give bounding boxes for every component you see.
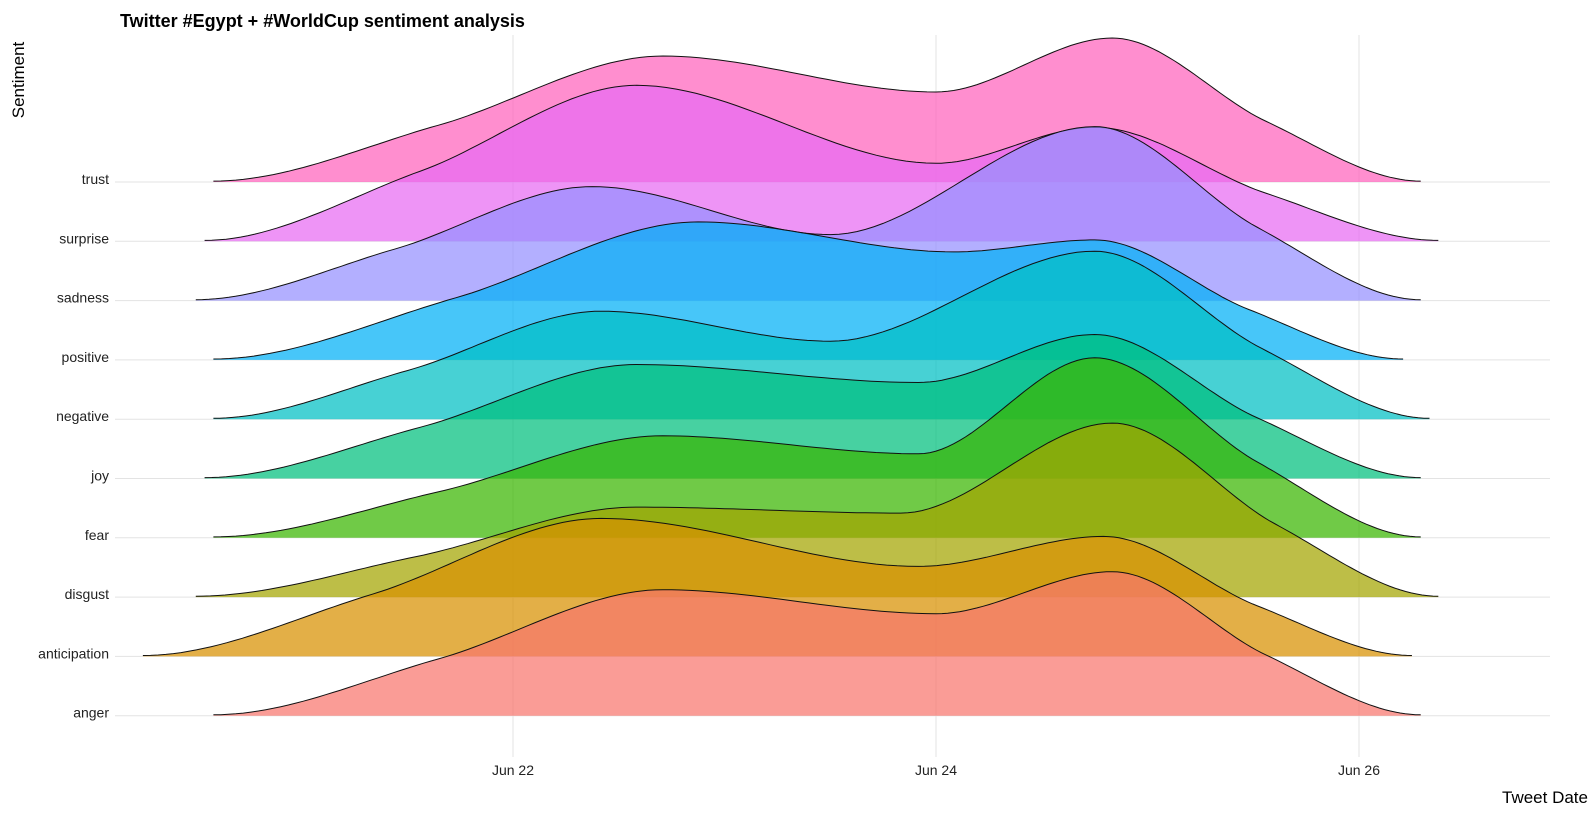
y-tick-label-disgust: disgust xyxy=(65,586,109,602)
x-tick-labels: Jun 22 Jun 24 Jun 26 xyxy=(492,762,1380,778)
y-tick-label-surprise: surprise xyxy=(59,230,109,246)
ridge-outline-surprise xyxy=(204,84,1439,241)
x-tick-label: Jun 26 xyxy=(1338,762,1380,778)
ridge-outline-sadness xyxy=(195,126,1421,301)
ridge-outline-anticipation xyxy=(142,517,1412,656)
y-tick-label-trust: trust xyxy=(82,171,109,187)
y-tick-label-negative: negative xyxy=(56,408,109,424)
x-axis-title: Tweet Date xyxy=(1502,788,1588,807)
y-tick-label-anticipation: anticipation xyxy=(38,645,109,661)
y-tick-labels: anger anticipation disgust fear joy negative p… xyxy=(38,171,109,721)
y-tick-label-fear: fear xyxy=(85,527,109,543)
x-tick-label: Jun 22 xyxy=(492,762,534,778)
x-tick-label: Jun 24 xyxy=(915,762,957,778)
y-tick-label-sadness: sadness xyxy=(57,290,109,306)
ridge-outline-disgust xyxy=(195,422,1439,597)
ridge-outline-positive xyxy=(213,221,1404,360)
ridge-area-anger xyxy=(213,571,1421,716)
ridges xyxy=(142,37,1439,716)
ridge-outline-fear xyxy=(213,357,1421,538)
y-axis-title: Sentiment xyxy=(9,41,28,118)
y-tick-label-joy: joy xyxy=(90,468,109,484)
ridge-outline-trust xyxy=(213,37,1421,182)
ridge-outline-negative xyxy=(213,250,1430,419)
y-tick-label-positive: positive xyxy=(62,349,110,365)
ridge-outline-anger xyxy=(213,571,1421,716)
ridge-outline-joy xyxy=(204,333,1421,479)
y-tick-label-anger: anger xyxy=(73,705,109,721)
ridge-anger xyxy=(213,571,1421,716)
chart-title: Twitter #Egypt + #WorldCup sentiment ana… xyxy=(120,11,525,31)
